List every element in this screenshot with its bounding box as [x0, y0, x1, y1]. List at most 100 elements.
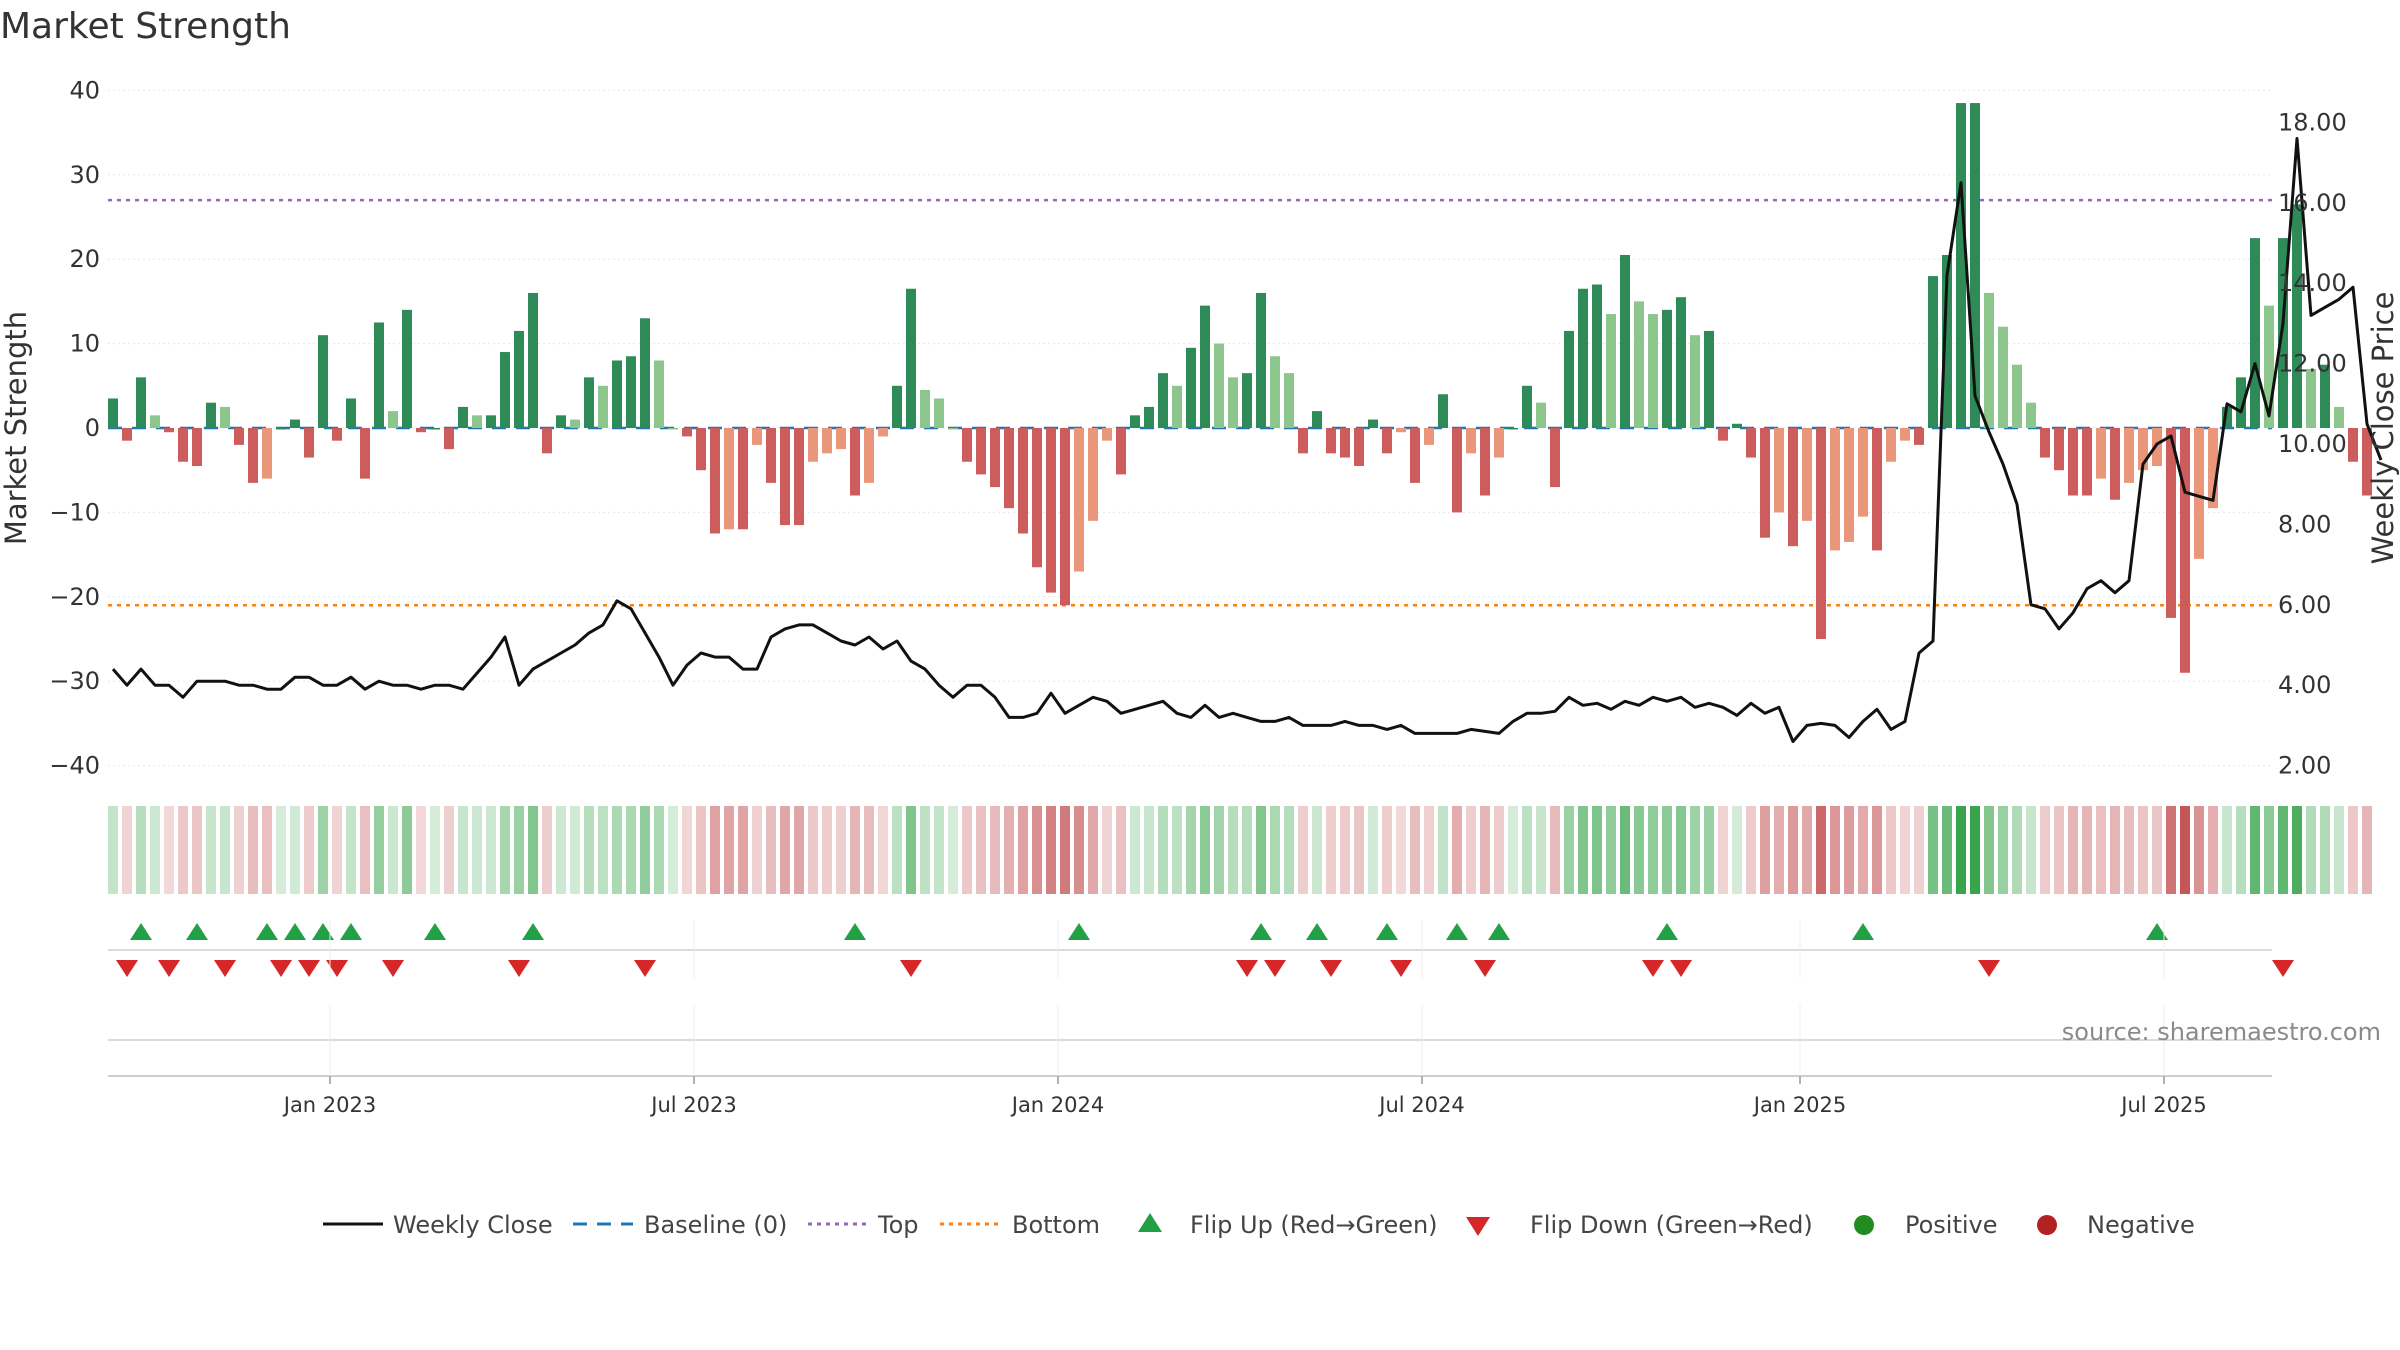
- strength-bar: [948, 428, 958, 430]
- strength-bar: [1886, 428, 1896, 462]
- heat-cell: [374, 806, 384, 894]
- strength-bar: [388, 411, 398, 428]
- heat-cell: [1606, 806, 1616, 894]
- strength-bar: [668, 428, 678, 430]
- flip-down-marker-icon: [508, 960, 530, 977]
- strength-bar: [444, 428, 454, 450]
- strength-bar: [822, 428, 832, 454]
- strength-bar: [2362, 428, 2372, 496]
- legend-label-positive: Positive: [1905, 1211, 1998, 1239]
- heat-cell: [2012, 806, 2022, 894]
- strength-bar: [1928, 276, 1938, 428]
- heat-cell: [458, 806, 468, 894]
- weekly-close-line: [111, 137, 2383, 743]
- heat-cell: [2096, 806, 2106, 894]
- strength-bar: [2348, 428, 2358, 462]
- heat-cell: [1592, 806, 1602, 894]
- strength-bar: [1676, 297, 1686, 428]
- heat-cell: [1998, 806, 2008, 894]
- strength-bar: [332, 428, 342, 441]
- strength-bar: [1788, 428, 1798, 547]
- y-axis-label: Market Strength: [0, 311, 33, 545]
- heat-cell: [360, 806, 370, 894]
- strength-bar: [1074, 428, 1084, 572]
- heat-cell: [2152, 806, 2162, 894]
- heat-cell: [248, 806, 258, 894]
- heat-cell: [108, 806, 118, 894]
- heat-cell: [346, 806, 356, 894]
- legend: Weekly Close Baseline (0) Top Bottom Fli…: [323, 1211, 2195, 1239]
- legend-swatch-flip-up-icon: [1138, 1213, 1162, 1232]
- heat-cell: [1158, 806, 1168, 894]
- strength-bar: [2334, 406, 2344, 428]
- heat-cell: [2082, 806, 2092, 894]
- strength-bar: [542, 428, 552, 454]
- strength-bar: [640, 318, 650, 428]
- strength-bar: [1998, 326, 2008, 428]
- heat-cell: [696, 806, 706, 894]
- strength-bar: [220, 406, 230, 428]
- heat-cell: [626, 806, 636, 894]
- heat-cell: [1284, 806, 1294, 894]
- heat-cell: [654, 806, 664, 894]
- strength-bar: [682, 428, 692, 437]
- strength-bar: [1690, 335, 1700, 428]
- heat-cell: [1046, 806, 1056, 894]
- strength-bar: [1620, 254, 1630, 428]
- heat-cell: [1928, 806, 1938, 894]
- heat-cell: [2236, 806, 2246, 894]
- heat-cell: [1886, 806, 1896, 894]
- strength-bar: [1746, 428, 1756, 458]
- flip-up-marker-icon: [522, 923, 544, 940]
- strength-bar: [724, 428, 734, 530]
- x-tick-label: Jan 2025: [1752, 1093, 1847, 1117]
- strength-bar: [1382, 428, 1392, 454]
- flip-down-marker-icon: [1670, 960, 1692, 977]
- flip-down-marker-icon: [116, 960, 138, 977]
- flip-down-marker-icon: [1264, 960, 1286, 977]
- heat-cell: [1578, 806, 1588, 894]
- strength-bar: [1900, 428, 1910, 441]
- heat-cell: [822, 806, 832, 894]
- heat-cell: [1760, 806, 1770, 894]
- heat-cell: [542, 806, 552, 894]
- heat-cell: [976, 806, 986, 894]
- heat-cell: [2222, 806, 2232, 894]
- heat-cell: [2278, 806, 2288, 894]
- strength-bar: [612, 360, 622, 428]
- strength-bar: [500, 352, 510, 428]
- heat-cell: [1900, 806, 1910, 894]
- strength-bar: [584, 377, 594, 428]
- heat-cell: [2362, 806, 2372, 894]
- heat-cell: [234, 806, 244, 894]
- strength-bar: [1956, 103, 1966, 428]
- strength-bar: [416, 428, 426, 433]
- legend-label-top: Top: [877, 1211, 919, 1239]
- y2-tick-label: 18.00: [2278, 108, 2347, 136]
- heat-cell: [948, 806, 958, 894]
- strength-bars: [108, 103, 2372, 673]
- heat-cell: [2110, 806, 2120, 894]
- heat-cell: [2194, 806, 2204, 894]
- flip-down-marker-icon: [1474, 960, 1496, 977]
- strength-bar: [458, 406, 468, 428]
- heat-cell: [136, 806, 146, 894]
- strength-bar: [1816, 428, 1826, 639]
- strength-bar: [2152, 428, 2162, 466]
- strength-bar: [402, 309, 412, 428]
- flip-down-marker-icon: [1236, 960, 1258, 977]
- strength-bar: [1984, 292, 1994, 428]
- strength-bar: [290, 419, 300, 428]
- heat-cell: [2040, 806, 2050, 894]
- flip-up-marker-icon: [1250, 923, 1272, 940]
- heat-cell: [1270, 806, 1280, 894]
- heat-cell: [1368, 806, 1378, 894]
- heat-cell: [794, 806, 804, 894]
- heat-cell: [1102, 806, 1112, 894]
- strength-bar: [654, 360, 664, 428]
- flip-up-marker-icon: [1376, 923, 1398, 940]
- flip-down-marker-icon: [382, 960, 404, 977]
- heat-cell: [906, 806, 916, 894]
- strength-bar: [1802, 428, 1812, 521]
- strength-bar: [1914, 428, 1924, 445]
